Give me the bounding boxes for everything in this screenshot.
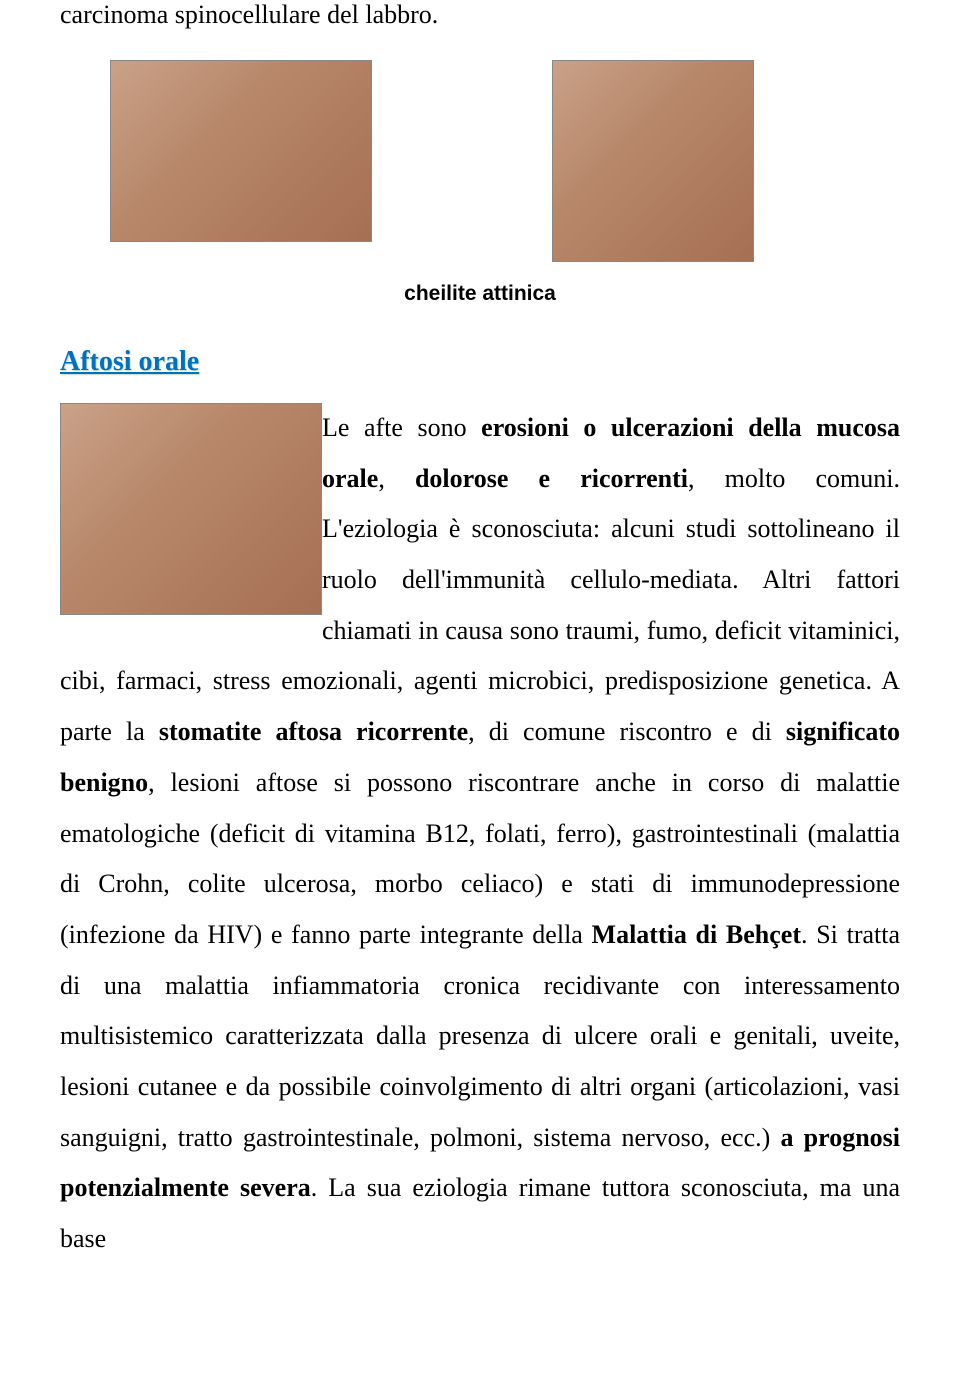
text-lead: Le afte sono [322, 413, 481, 442]
image-caption: cheilite attinica [60, 282, 900, 306]
image-row [110, 60, 900, 262]
body-paragraph: Le afte sono erosioni o ulcerazioni dell… [60, 403, 900, 1265]
text-seg-5: . Si tratta di una malattia infiammatori… [60, 920, 900, 1152]
document-page: carcinoma spinocellulare del labbro. che… [0, 0, 960, 1305]
clinical-photo-2 [552, 60, 754, 262]
text-bold-3: stomatite aftosa ricorrente [159, 717, 468, 746]
section-heading: Aftosi orale [60, 346, 900, 378]
top-line-text: carcinoma spinocellulare del labbro. [60, 0, 900, 30]
clinical-photo-3 [60, 403, 322, 615]
text-seg-1: , [378, 464, 415, 493]
text-bold-5: Malattia di Behçet [592, 920, 801, 949]
clinical-photo-1 [110, 60, 372, 242]
text-bold-2: dolorose e ricorrenti [415, 464, 688, 493]
text-seg-3: , di comune riscontro e di [468, 717, 786, 746]
